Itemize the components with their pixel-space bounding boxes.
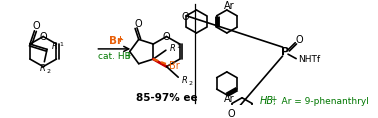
Text: +: +: [116, 35, 123, 44]
Text: 1: 1: [177, 44, 181, 49]
Text: 2: 2: [46, 69, 50, 74]
Text: ,  Ar = 9-phenanthryl: , Ar = 9-phenanthryl: [273, 97, 369, 106]
Text: 1: 1: [59, 42, 63, 47]
Text: O: O: [135, 19, 143, 29]
Text: Ar: Ar: [224, 1, 235, 11]
Text: O: O: [39, 32, 47, 42]
Text: O: O: [33, 21, 40, 31]
Text: Ar: Ar: [224, 94, 235, 104]
Text: HB: HB: [260, 96, 274, 106]
Text: R: R: [170, 44, 176, 53]
Text: O: O: [295, 35, 303, 45]
Text: cat. HB: cat. HB: [98, 52, 131, 61]
Text: +: +: [270, 95, 276, 104]
Text: 2: 2: [188, 81, 192, 86]
Text: +: +: [124, 51, 130, 60]
Text: NHTf: NHTf: [298, 55, 320, 64]
Text: R: R: [40, 64, 45, 73]
Text: R: R: [181, 76, 187, 85]
Text: O: O: [181, 12, 189, 22]
Text: Br: Br: [108, 36, 122, 46]
Text: 85-97% ee: 85-97% ee: [136, 93, 197, 103]
Text: O: O: [227, 109, 235, 118]
Text: Br: Br: [169, 61, 179, 71]
Text: O: O: [163, 32, 170, 42]
Text: P: P: [281, 47, 290, 57]
Text: R: R: [52, 42, 58, 51]
